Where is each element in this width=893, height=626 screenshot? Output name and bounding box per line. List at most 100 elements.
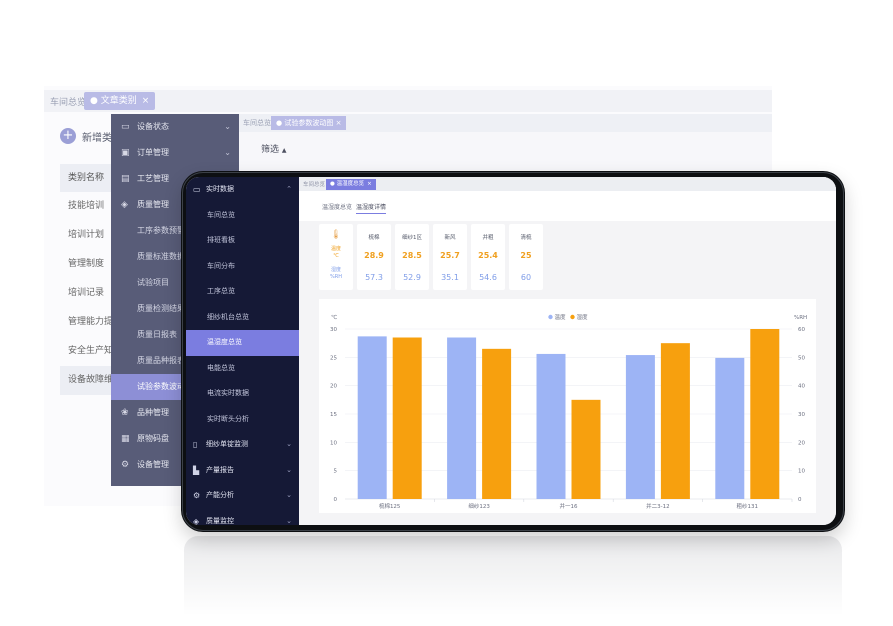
card-name: 细纱1区 bbox=[402, 235, 422, 241]
sidebar-item-shift-board[interactable]: 排班看板 bbox=[207, 236, 235, 244]
gear-icon: ⚙ bbox=[121, 460, 130, 470]
sensor-card[interactable]: 新风 25.7 35.1 bbox=[433, 224, 467, 290]
sidebar-item-energy-overview[interactable]: 电能总览 bbox=[207, 363, 235, 372]
subtab-overview[interactable]: 温湿度总览 bbox=[322, 204, 353, 211]
y-tick-label-left: 20 bbox=[330, 384, 337, 390]
sidebar-item-temp-humidity[interactable]: 温湿度总览 bbox=[186, 330, 299, 356]
category-list-header: 类别名称 bbox=[60, 164, 116, 192]
tab-workshop-overview[interactable]: 车间总览 bbox=[243, 119, 271, 127]
sidebar-item-equipment-status[interactable]: ▭ 设备状态 ⌄ bbox=[111, 114, 239, 140]
chevron-down-icon: ⌄ bbox=[286, 491, 292, 499]
list-item[interactable]: 培训计划 bbox=[68, 230, 105, 240]
sidebar-item-label: 产量报告 bbox=[206, 465, 234, 474]
tab-workshop-overview[interactable]: 车间总览 bbox=[303, 182, 326, 188]
sidebar-item-inspection-results[interactable]: 质量检测结果管理 bbox=[137, 304, 201, 313]
back-tab-bar: 车间总览 ● 文章类别 × bbox=[44, 90, 772, 112]
phone-reflection bbox=[184, 536, 842, 616]
x-tick-label: 梳棉125 bbox=[379, 502, 401, 510]
close-icon[interactable]: × bbox=[141, 96, 150, 106]
front-tab-bar: 车间总览 ● 温湿度总览 × bbox=[299, 177, 836, 191]
y-tick-label-left: 30 bbox=[330, 327, 337, 333]
add-category-button[interactable]: + 新增类别 bbox=[60, 128, 122, 144]
y-tick-label-left: 0 bbox=[334, 497, 338, 503]
monitor-icon: ▭ bbox=[121, 122, 130, 132]
shield-icon: ◈ bbox=[121, 200, 128, 210]
sidebar-item-workshop-overview[interactable]: 车间总览 bbox=[207, 210, 235, 219]
sidebar-item-label: 原物码盘 bbox=[137, 434, 169, 443]
sidebar-item-process-overview[interactable]: 工序总览 bbox=[207, 287, 235, 295]
tab-workshop-overview[interactable]: 车间总览 bbox=[50, 98, 87, 108]
chevron-down-icon: ⌄ bbox=[224, 122, 231, 131]
tab-temp-humidity[interactable]: ● 温湿度总览 × bbox=[326, 179, 376, 190]
sidebar-item-orders[interactable]: ▣ 订单管理 ⌄ bbox=[111, 140, 239, 166]
sidebar-item-spinning-machines[interactable]: 细纱机台总览 bbox=[207, 312, 249, 321]
bar-chart-icon: ▙ bbox=[193, 465, 200, 475]
subtab-detail[interactable]: 温湿度详情 bbox=[356, 202, 387, 214]
sidebar-item-label: 细纱单锭监测 bbox=[206, 440, 248, 448]
bar-temperature bbox=[625, 355, 655, 499]
card-humidity: 52.9 bbox=[403, 273, 421, 282]
sensor-cards: 🌡 温度 ℃ 湿度 %RH 梳棉 28.9 57.3 细纱1区 28.5 52.9 … bbox=[319, 224, 543, 292]
list-item[interactable]: 管理能力提升 bbox=[68, 317, 116, 327]
sidebar-item-material[interactable]: ▦ 原物码盘 bbox=[111, 426, 239, 452]
sidebar-item-process-alert[interactable]: 工序参数预警 bbox=[137, 226, 185, 235]
phone-icon: ▯ bbox=[193, 440, 198, 449]
sidebar-item-capacity-analysis[interactable]: ⚙ 产能分析 ⌄ bbox=[186, 483, 299, 509]
sidebar-item-breakage-analysis[interactable]: 实时断头分析 bbox=[207, 414, 249, 423]
y-tick-label-right: 50 bbox=[798, 355, 805, 361]
sidebar-item-quality-standards[interactable]: 质量标准数据管理 bbox=[137, 252, 201, 261]
x-tick-label: 并一16 bbox=[560, 502, 578, 510]
sensor-card[interactable]: 梳棉 28.9 57.3 bbox=[357, 224, 391, 290]
legend-label: 湿度 bbox=[577, 313, 589, 321]
list-item[interactable]: 设备故障维护 bbox=[60, 366, 116, 395]
sensor-card[interactable]: 清梳 25 60 bbox=[509, 224, 543, 290]
document-icon: ▤ bbox=[121, 174, 130, 184]
close-icon[interactable]: × bbox=[367, 181, 372, 187]
sensor-card[interactable]: 并粗 25.4 54.6 bbox=[471, 224, 505, 290]
card-humidity: 60 bbox=[520, 273, 532, 282]
sidebar-item-quality-monitor[interactable]: ◈ 质量监控 ⌄ bbox=[186, 509, 299, 526]
category-list: 类别名称 技能培训 培训计划 管理制度 培训记录 管理能力提升 安全生产知识 设… bbox=[60, 164, 116, 395]
y-tick-label-right: 40 bbox=[798, 384, 805, 390]
tab-article-category[interactable]: ● 文章类别 × bbox=[84, 92, 156, 110]
sidebar-item-spindle-monitor[interactable]: ▯ 细纱单锭监测 ⌄ bbox=[186, 432, 299, 458]
sidebar-item-label: 质量监控 bbox=[206, 516, 234, 525]
sidebar-item-workshop-layout[interactable]: 车间分布 bbox=[207, 261, 235, 270]
sidebar-item-quality-variety[interactable]: 质量品种报表 bbox=[137, 356, 185, 365]
legend-marker bbox=[548, 314, 553, 320]
chevron-down-icon: ⌄ bbox=[286, 516, 292, 525]
sidebar-item-current-data[interactable]: 电流实时数据 bbox=[207, 389, 249, 397]
card-temp: 28.9 bbox=[364, 251, 384, 260]
filter-toggle[interactable]: 筛选 ▲ bbox=[261, 142, 287, 155]
bar-humidity bbox=[660, 343, 690, 499]
temp-legend: 温度 ℃ bbox=[330, 246, 341, 259]
sidebar-item-equipment[interactable]: ⚙ 设备管理 bbox=[111, 452, 239, 478]
legend-label: 温度 bbox=[555, 313, 567, 321]
list-item[interactable]: 技能培训 bbox=[68, 201, 105, 211]
card-temp: 25.4 bbox=[478, 251, 498, 260]
list-item[interactable]: 管理制度 bbox=[68, 259, 105, 269]
sidebar-item-label: 设备状态 bbox=[137, 122, 169, 131]
sidebar-item-quality[interactable]: ◈ 质量管理 bbox=[111, 192, 239, 218]
sidebar-item-label: 质量管理 bbox=[137, 200, 169, 209]
sidebar-item-label: 工艺管理 bbox=[137, 174, 169, 183]
list-item[interactable]: 培训记录 bbox=[68, 288, 105, 298]
humidity-legend: 湿度 %RH bbox=[330, 267, 342, 280]
sidebar-item-output-report[interactable]: ▙ 产量报告 ⌄ bbox=[186, 458, 299, 484]
sidebar-item-test-items[interactable]: 试验项目 bbox=[137, 278, 169, 287]
bar-temperature bbox=[536, 353, 566, 499]
list-item[interactable]: 安全生产知识 bbox=[68, 346, 116, 356]
y-axis-label-left: ℃ bbox=[331, 314, 337, 321]
add-category-label: 新增类别 bbox=[82, 132, 122, 144]
sidebar-item-variety[interactable]: ❀ 品种管理 bbox=[111, 400, 239, 426]
x-tick-label: 粗纱131 bbox=[737, 502, 759, 510]
sidebar-item-quality-daily[interactable]: 质量日报表 bbox=[137, 330, 177, 339]
sensor-card[interactable]: 细纱1区 28.5 52.9 bbox=[395, 224, 429, 290]
sidebar-item-realtime-data[interactable]: ▭ 实时数据 ⌃ bbox=[186, 177, 299, 203]
tab-test-fluctuation[interactable]: ● 试验参数波动图 × bbox=[271, 116, 347, 130]
chevron-up-icon: ⌃ bbox=[286, 185, 292, 193]
plus-icon: + bbox=[60, 128, 76, 144]
box-icon: ▦ bbox=[121, 434, 130, 444]
